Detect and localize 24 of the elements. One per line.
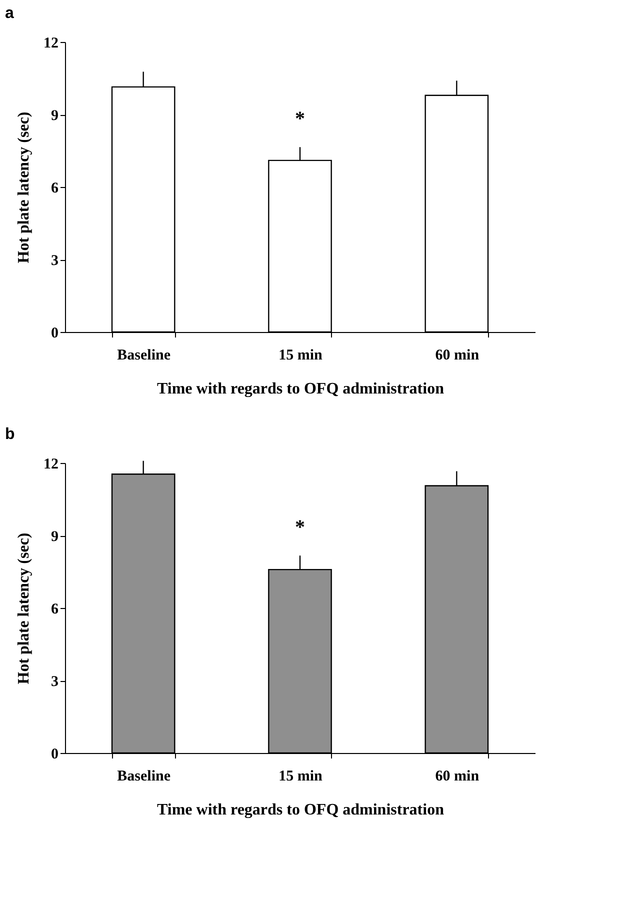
y-tick-label: 0: [51, 326, 58, 342]
y-tick-label: 0: [51, 746, 58, 762]
annotation: *: [295, 516, 305, 539]
y-tick-label: 12: [44, 456, 58, 472]
y-tick-label: 3: [51, 674, 58, 690]
y-tick-label: 6: [51, 180, 59, 196]
chart-title: a: [5, 5, 14, 22]
y-tick-label: 9: [51, 108, 58, 124]
y-tick-label: 9: [51, 529, 58, 545]
x-tick-label: 15 min: [278, 348, 324, 364]
x-tick-label: 60 min: [435, 348, 480, 364]
x-axis-title: Time with regards to OFQ administration: [157, 802, 444, 818]
x-tick-label: Baseline: [117, 348, 171, 364]
annotation: *: [295, 108, 305, 130]
y-tick-label: 6: [51, 602, 59, 618]
y-tick-label: 3: [51, 253, 58, 269]
x-tick-label: 15 min: [278, 768, 324, 784]
y-tick-label: 12: [44, 36, 58, 52]
y-axis-title: Hot plate latency (sec): [16, 532, 32, 684]
x-tick-label: Baseline: [117, 768, 171, 784]
x-axis-title: Time with regards to OFQ administration: [157, 380, 444, 398]
x-tick-label: 60 min: [435, 768, 480, 784]
chart-title: b: [5, 426, 15, 443]
y-axis-title: Hot plate latency (sec): [16, 112, 32, 264]
